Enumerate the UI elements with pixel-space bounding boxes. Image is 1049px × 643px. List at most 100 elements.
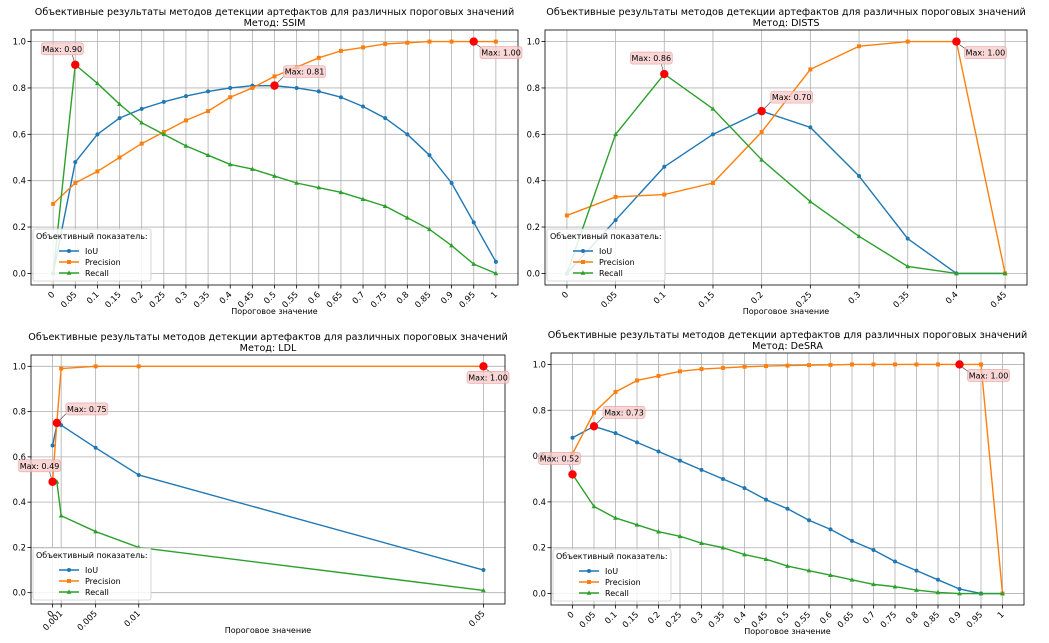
data-point [272, 173, 277, 178]
legend-label-precision: Precision [85, 577, 121, 586]
data-point [807, 518, 811, 523]
x-tick-label: 0.35 [191, 289, 211, 309]
max-marker [479, 362, 488, 371]
data-point [51, 201, 56, 206]
legend-label-precision: Precision [605, 578, 641, 587]
legend-box [546, 228, 666, 282]
data-point [893, 559, 897, 564]
axes-frame [544, 29, 1028, 286]
annotation-label: Max: 1.00 [966, 49, 1006, 58]
max-marker [589, 422, 599, 431]
y-tick-label: 0.0 [13, 268, 26, 278]
data-point [914, 568, 919, 573]
data-point [227, 161, 233, 167]
max-marker [270, 81, 279, 90]
legend-marker [67, 579, 71, 583]
data-point [338, 48, 343, 53]
annotation-label: Max: 0.73 [604, 408, 644, 417]
y-tick-label: 0.4 [527, 176, 540, 186]
series-iou [570, 424, 1005, 596]
data-point [493, 270, 499, 276]
x-tick-label: 0.05 [577, 609, 597, 629]
annotation-label: Max: 0.90 [42, 45, 82, 54]
max-marker [469, 37, 478, 46]
annotation-arrow [71, 54, 75, 62]
data-point [635, 440, 639, 445]
x-tick-label: 0.1 [602, 609, 618, 625]
legend-title: Объективный показатель: [36, 551, 148, 560]
data-point [742, 486, 747, 491]
y-tick-label: 1.0 [527, 37, 540, 47]
data-point [678, 458, 682, 463]
annotation-label: Max: 1.00 [468, 373, 508, 382]
data-point [635, 378, 639, 383]
data-point [764, 497, 768, 502]
x-tick-label: 0 [559, 289, 570, 300]
data-point [721, 365, 725, 370]
annotation-arrow [764, 101, 771, 109]
series-recall [50, 62, 499, 276]
x-tick-label: 0.15 [696, 289, 716, 309]
y-tick-label: 1.0 [13, 361, 26, 371]
data-point [206, 109, 211, 114]
x-tick-label: 0.05 [58, 289, 78, 309]
legend-label-iou: IoU [599, 247, 612, 256]
data-point [93, 445, 98, 450]
data-point [850, 538, 854, 543]
data-point [117, 101, 122, 106]
y-tick-label: 1.0 [533, 359, 546, 369]
x-axis-label: Пороговое значение [231, 307, 318, 316]
annotation-arrow [569, 464, 572, 472]
data-point [564, 213, 569, 218]
data-point [481, 568, 486, 573]
legend-marker [67, 568, 71, 572]
legend-box [32, 228, 152, 282]
y-tick-label: 0.6 [13, 129, 26, 139]
data-point [95, 132, 100, 137]
annotation-box [479, 46, 523, 59]
data-point [656, 449, 661, 454]
legend-title: Объективный показатель: [556, 552, 668, 561]
max-marker [52, 418, 62, 428]
x-tick-label: 0.8 [394, 289, 410, 305]
data-point [139, 120, 145, 125]
data-point [294, 180, 300, 185]
legend-label-iou: IoU [605, 567, 618, 576]
data-point [905, 236, 910, 241]
legend: Объективный показатель: IoU Precision Recal… [552, 548, 672, 602]
data-point [677, 533, 683, 539]
data-point [136, 472, 141, 477]
data-point [427, 226, 432, 232]
x-tick-label: 0.25 [663, 609, 683, 629]
data-point [471, 261, 477, 266]
data-point [294, 85, 299, 90]
data-point [828, 362, 833, 367]
annotation-label: Max: 0.75 [67, 405, 107, 414]
data-point [957, 586, 962, 591]
y-tick-label: 0.2 [13, 542, 26, 552]
data-point [50, 443, 55, 448]
legend-marker [580, 270, 586, 275]
x-tick-label: 0.7 [350, 289, 366, 305]
data-point [361, 104, 366, 109]
data-point [807, 198, 813, 204]
max-annotation: Max: 0.90 [40, 42, 84, 69]
data-point [710, 181, 715, 185]
legend-label-iou: IoU [85, 247, 98, 256]
x-tick-label: 0.3 [846, 289, 862, 305]
data-point [914, 362, 919, 367]
legend-marker [66, 589, 72, 594]
legend-marker [587, 569, 591, 573]
data-point [721, 477, 725, 481]
x-tick-label: 0.95 [457, 289, 477, 309]
data-point [405, 132, 410, 137]
chart-subtitle: Метод: DISTS [753, 18, 820, 29]
x-tick-label: 0.3 [688, 609, 704, 625]
max-annotation: Max: 0.75 [52, 402, 109, 428]
data-point [893, 362, 897, 367]
max-annotation: Max: 0.81 [270, 65, 326, 90]
data-point [759, 130, 764, 134]
data-point [699, 540, 704, 545]
chart-title: Объективные результаты методов детекции … [548, 330, 1027, 341]
